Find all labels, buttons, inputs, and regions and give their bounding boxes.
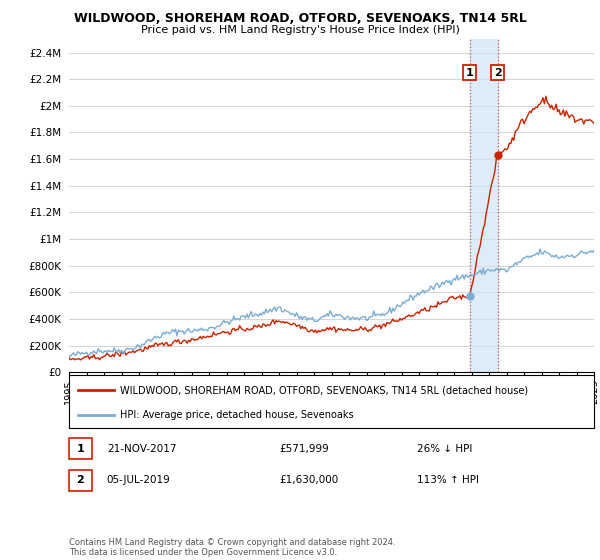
Text: 113% ↑ HPI: 113% ↑ HPI <box>417 475 479 486</box>
Text: 21-NOV-2017: 21-NOV-2017 <box>107 444 176 454</box>
Text: £571,999: £571,999 <box>279 444 329 454</box>
Text: 1: 1 <box>466 68 473 77</box>
Text: Price paid vs. HM Land Registry's House Price Index (HPI): Price paid vs. HM Land Registry's House … <box>140 25 460 35</box>
Text: £1,630,000: £1,630,000 <box>279 475 338 486</box>
Text: 2: 2 <box>77 475 84 486</box>
Text: WILDWOOD, SHOREHAM ROAD, OTFORD, SEVENOAKS, TN14 5RL: WILDWOOD, SHOREHAM ROAD, OTFORD, SEVENOA… <box>74 12 526 25</box>
Text: Contains HM Land Registry data © Crown copyright and database right 2024.
This d: Contains HM Land Registry data © Crown c… <box>69 538 395 557</box>
Text: 26% ↓ HPI: 26% ↓ HPI <box>417 444 472 454</box>
Text: 05-JUL-2019: 05-JUL-2019 <box>107 475 170 486</box>
Text: HPI: Average price, detached house, Sevenoaks: HPI: Average price, detached house, Seve… <box>120 410 353 420</box>
Text: 1: 1 <box>77 444 84 454</box>
Text: 2: 2 <box>494 68 502 77</box>
Text: WILDWOOD, SHOREHAM ROAD, OTFORD, SEVENOAKS, TN14 5RL (detached house): WILDWOOD, SHOREHAM ROAD, OTFORD, SEVENOA… <box>120 385 528 395</box>
Bar <box>470 39 498 372</box>
